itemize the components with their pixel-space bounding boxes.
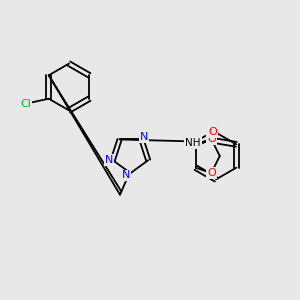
Text: NH: NH	[185, 138, 201, 148]
Text: N: N	[122, 170, 130, 181]
Text: N: N	[105, 155, 113, 165]
Text: Cl: Cl	[20, 99, 31, 109]
Text: O: O	[207, 134, 216, 144]
Text: N: N	[140, 132, 148, 142]
Text: O: O	[209, 127, 218, 137]
Text: O: O	[207, 168, 216, 178]
